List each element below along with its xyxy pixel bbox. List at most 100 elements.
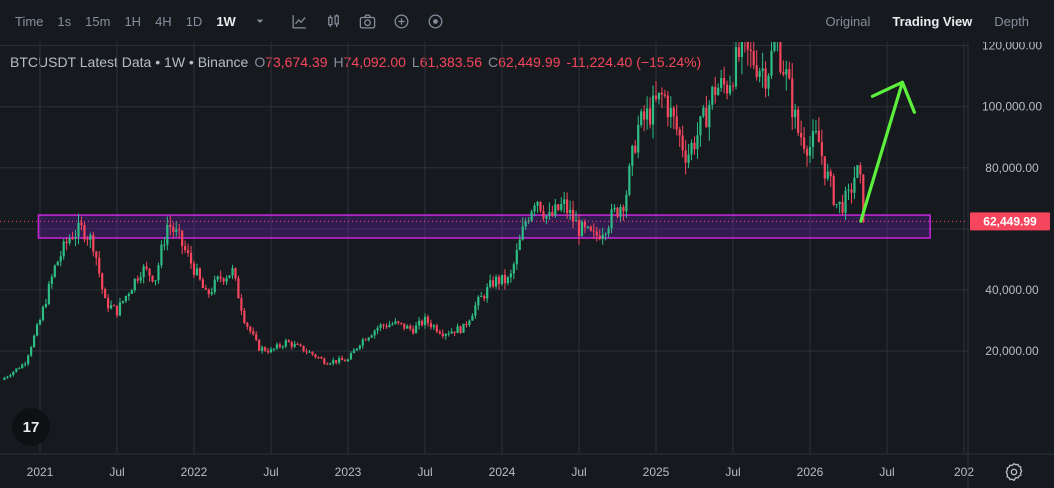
candle-body: [740, 42, 743, 57]
chevron-down-icon[interactable]: [249, 10, 271, 32]
candle-body: [343, 360, 347, 362]
support-zone-rect[interactable]: [37, 214, 931, 239]
candle-body: [725, 84, 729, 94]
candle-body: [737, 47, 741, 57]
candle-body: [169, 224, 172, 228]
candle-body: [773, 42, 776, 51]
candle-body: [403, 323, 406, 329]
candle-body: [847, 189, 850, 191]
candle-body: [287, 340, 290, 343]
projection-arrow-head[interactable]: [870, 80, 917, 114]
candle-body: [643, 111, 646, 120]
candle-body: [512, 264, 515, 274]
candle-body: [175, 229, 178, 232]
candle-body: [678, 129, 681, 136]
tradingview-logo: 17: [12, 408, 50, 446]
candle-body: [77, 222, 80, 237]
candle-body: [95, 251, 98, 258]
camera-icon[interactable]: [357, 10, 379, 32]
interval-time[interactable]: Time: [15, 13, 44, 29]
candle-body: [148, 268, 151, 276]
interval-1h[interactable]: 1H: [124, 13, 142, 29]
candle-body: [539, 201, 542, 212]
last-price-label: 62,449.99: [983, 214, 1037, 228]
candle-body: [80, 222, 83, 226]
candle-body: [823, 156, 826, 179]
candle-type-icon[interactable]: [323, 10, 345, 32]
candle-body: [228, 275, 231, 278]
candle-body: [524, 221, 527, 227]
interval-1d[interactable]: 1D: [185, 13, 203, 29]
candle-body: [711, 86, 714, 105]
candle-body: [456, 326, 459, 334]
candle-body: [814, 130, 818, 132]
candle-body: [625, 194, 628, 212]
candle-body: [441, 333, 444, 337]
candle-body: [290, 342, 293, 347]
chart-settings-icon[interactable]: [1004, 462, 1024, 482]
interval-15m[interactable]: 15m: [85, 13, 111, 29]
candle-body: [21, 364, 24, 369]
candle-body: [554, 204, 557, 216]
candle-body: [850, 189, 853, 193]
settings-circle-icon[interactable]: [425, 10, 447, 32]
view-tab-original[interactable]: Original: [825, 13, 871, 29]
candle-body: [592, 230, 595, 232]
interval-4h[interactable]: 4H: [155, 13, 172, 29]
interval-1w[interactable]: 1W: [216, 13, 236, 29]
candle-body: [320, 357, 323, 359]
candle-body: [284, 340, 287, 347]
candle-body: [409, 325, 412, 329]
candle-body: [536, 201, 539, 206]
candle-body: [717, 87, 720, 96]
view-tab-trading-view[interactable]: Trading View: [892, 13, 973, 29]
candle-body: [669, 108, 672, 118]
projection-arrow-shaft[interactable]: [859, 80, 905, 223]
low-value: 61,383.56: [419, 54, 483, 70]
candle-body: [163, 244, 166, 246]
candle-body: [500, 274, 504, 285]
candle-body: [663, 94, 666, 96]
candle-body: [503, 274, 507, 284]
candle-body: [447, 333, 450, 335]
candle-body: [47, 283, 50, 305]
candle-body: [563, 199, 566, 204]
candle-body: [136, 278, 139, 281]
candle-body: [696, 135, 699, 150]
open-value: 73,674.39: [265, 54, 328, 70]
plus-circle-icon[interactable]: [391, 10, 413, 32]
candle-body: [808, 146, 812, 156]
candle-body: [767, 75, 770, 89]
candle-body: [89, 234, 92, 240]
interval-bar: Time 1s 15m 1H 4H 1D 1W: [8, 10, 453, 32]
candle-body: [675, 116, 678, 130]
candle-body: [335, 360, 338, 363]
candle-body: [231, 268, 234, 276]
x-tick-label: Jul: [725, 465, 740, 479]
candle-body: [9, 375, 12, 377]
candle-body: [423, 316, 427, 326]
candle-body: [340, 358, 344, 361]
candle-body: [459, 326, 462, 333]
candle-body: [835, 204, 838, 206]
candle-body: [646, 108, 649, 120]
view-tab-depth[interactable]: Depth: [994, 13, 1029, 29]
candle-body: [438, 331, 441, 334]
candle-body: [462, 323, 465, 333]
candle-body: [275, 344, 279, 349]
candle-body: [255, 334, 258, 340]
candle-body: [841, 201, 844, 213]
candle-body: [397, 321, 400, 323]
candle-body: [133, 278, 136, 291]
price-chart[interactable]: 140,000.00120,000.00100,000.0080,000.004…: [0, 42, 1054, 488]
x-tick-label: 202: [954, 465, 974, 479]
candle-body: [18, 368, 21, 370]
candle-body: [400, 322, 403, 324]
interval-1s[interactable]: 1s: [57, 13, 72, 29]
candle-body: [607, 228, 610, 234]
candle-body: [640, 111, 643, 125]
candle-body: [112, 305, 116, 307]
x-tick-label: Jul: [879, 465, 894, 479]
candle-body: [435, 325, 438, 332]
indicator-icon[interactable]: [289, 10, 311, 32]
